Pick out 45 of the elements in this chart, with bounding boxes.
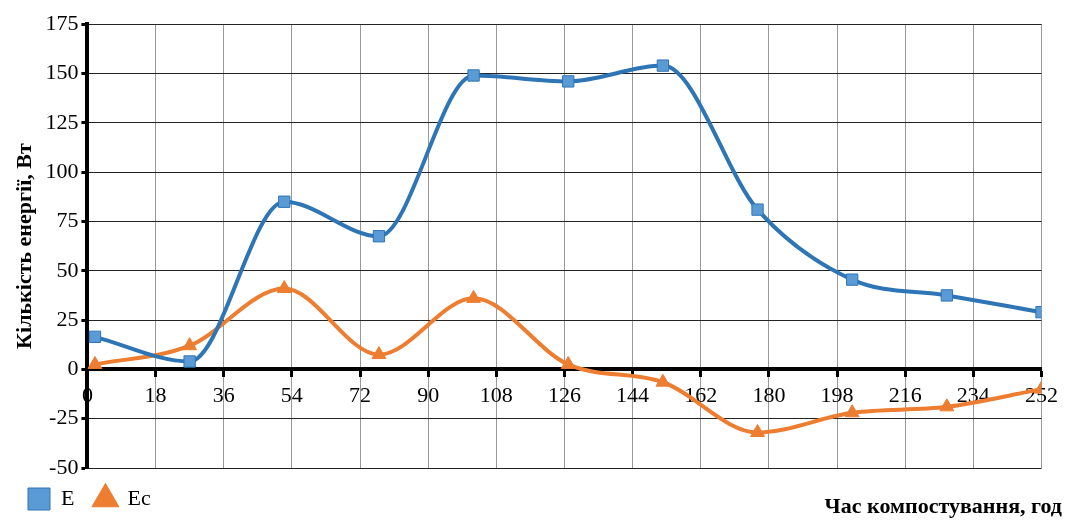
- point: [560, 355, 576, 369]
- y-tick-label: 125: [45, 108, 79, 134]
- point: [656, 59, 670, 72]
- point: [939, 398, 955, 412]
- point: [467, 69, 480, 82]
- point: [87, 355, 103, 369]
- point: [371, 346, 387, 360]
- point: [751, 203, 764, 216]
- y-tick-label: -50: [49, 453, 79, 479]
- y-tick-label: 75: [56, 207, 79, 233]
- x-tick-label: 108: [479, 382, 513, 408]
- x-tick-label: 198: [820, 382, 854, 408]
- y-tick-label: 50: [56, 256, 79, 282]
- point: [276, 280, 292, 294]
- point: [655, 373, 671, 387]
- x-tick-label: 54: [280, 382, 303, 408]
- y-axis-title: Кількість енергії, Вт: [10, 143, 36, 349]
- legend-label: E: [61, 484, 75, 510]
- x-axis-title: Час компостування, год: [824, 492, 1062, 518]
- y-tick-label: -25: [49, 404, 79, 430]
- point: [846, 273, 859, 286]
- x-tick-label: 144: [616, 382, 650, 408]
- x-tick-label: 216: [888, 382, 922, 408]
- x-tick-label: 180: [752, 382, 786, 408]
- point: [562, 75, 575, 88]
- point: [182, 337, 198, 351]
- y-tick-label: 0: [67, 355, 79, 381]
- x-tick-label: 90: [417, 382, 440, 408]
- point: [750, 424, 765, 437]
- point: [940, 289, 953, 302]
- point: [278, 195, 291, 208]
- point: [88, 330, 102, 343]
- point: [466, 289, 482, 303]
- y-tick-label: 150: [45, 59, 79, 85]
- point: [844, 404, 860, 418]
- point: [183, 355, 196, 368]
- point: [372, 230, 386, 243]
- x-tick-label: 126: [547, 382, 581, 408]
- x-tick-label: 72: [349, 382, 371, 408]
- y-tick-label: 100: [45, 157, 79, 183]
- y-tick-label: 175: [45, 9, 79, 35]
- y-tick-label: 25: [56, 305, 79, 331]
- x-tick-label: 18: [144, 382, 167, 408]
- legend-label: Ec: [127, 484, 151, 510]
- x-tick-label: 36: [212, 382, 235, 408]
